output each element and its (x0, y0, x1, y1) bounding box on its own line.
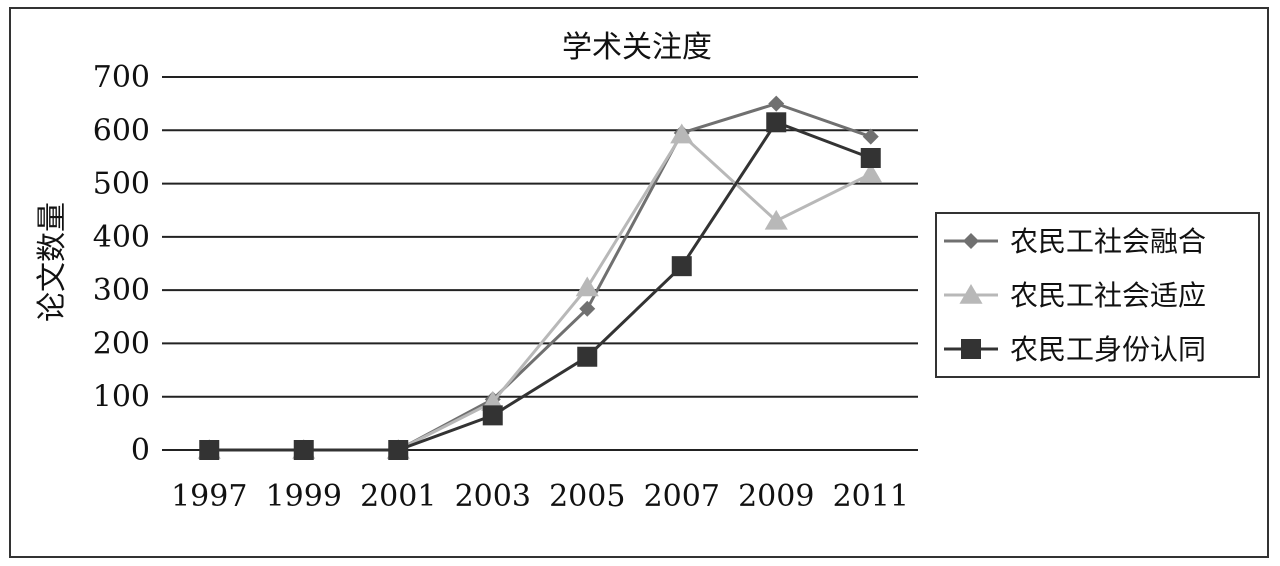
data-point (388, 440, 409, 460)
data-point (961, 339, 981, 359)
data-point (963, 233, 979, 249)
chart-title: 学术关注度 (562, 30, 712, 65)
y-axis-label: 论文数量 (35, 202, 70, 322)
data-point (862, 128, 879, 145)
y-tick-label: 700 (93, 60, 150, 95)
data-point (575, 276, 599, 297)
series-lines (197, 95, 883, 460)
data-point (860, 147, 881, 168)
y-tick-label: 0 (131, 433, 150, 468)
legend-label: 农民工社会适应 (1010, 279, 1206, 312)
x-tick-label: 2005 (549, 479, 625, 514)
series-line (209, 120, 872, 452)
x-tick-label: 2011 (833, 479, 909, 514)
legend-label: 农民工身份认同 (1010, 333, 1206, 366)
x-tick-label: 1999 (266, 479, 342, 514)
data-point (577, 346, 598, 367)
data-point (959, 284, 983, 304)
data-point (670, 123, 694, 144)
legend-item: 农民工社会适应 (944, 279, 1206, 312)
data-point (859, 162, 883, 183)
legend-label: 农民工社会融合 (1010, 225, 1206, 258)
data-point (768, 95, 785, 112)
y-tick-label: 100 (93, 380, 150, 415)
legend-item: 农民工社会融合 (944, 225, 1206, 258)
x-tick-label: 2007 (644, 479, 720, 514)
y-tick-label: 400 (93, 220, 150, 255)
y-tick-label: 300 (93, 273, 150, 308)
y-tick-label: 500 (93, 167, 150, 202)
series-line (209, 132, 872, 452)
data-point (293, 440, 314, 460)
series-0 (201, 95, 879, 458)
x-tick-label: 1997 (171, 479, 247, 514)
x-tick-label: 2009 (738, 479, 814, 514)
data-point (764, 209, 788, 230)
y-tick-labels: 0 100 200 300 400 500 600 700 (93, 60, 150, 468)
y-tick-label: 200 (93, 326, 150, 361)
x-tick-label: 2003 (455, 479, 531, 514)
data-point (482, 405, 503, 426)
data-point (199, 440, 220, 460)
x-tick-labels: 1997 1999 2001 2003 2005 2007 2009 2011 (171, 479, 909, 514)
data-point (579, 300, 596, 317)
x-tick-label: 2001 (360, 479, 436, 514)
series-2 (199, 112, 881, 460)
data-point (671, 256, 692, 277)
series-1 (197, 123, 883, 459)
series-line (209, 102, 872, 452)
y-tick-label: 600 (93, 113, 150, 148)
legend-item: 农民工身份认同 (944, 333, 1206, 366)
data-point (766, 112, 787, 133)
